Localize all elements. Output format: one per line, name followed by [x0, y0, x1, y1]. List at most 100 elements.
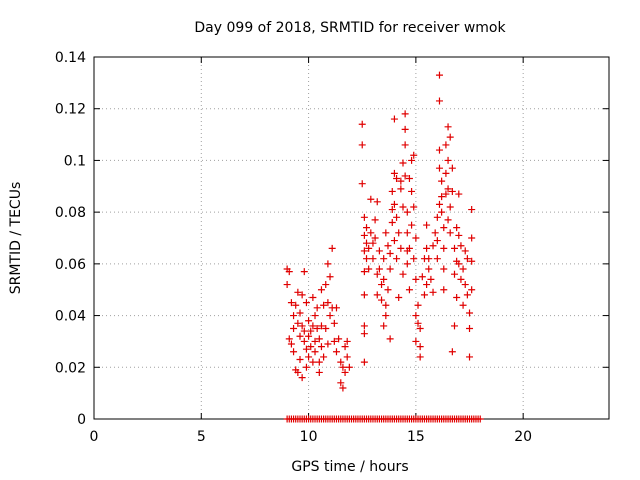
data-point	[433, 237, 441, 245]
data-point	[365, 244, 373, 252]
data-point	[307, 343, 315, 351]
data-point	[390, 115, 398, 123]
data-point	[283, 281, 291, 289]
data-point	[438, 177, 446, 185]
data-point	[390, 200, 398, 208]
data-point	[360, 358, 368, 366]
y-tick-label: 0.14	[55, 50, 86, 66]
data-point	[438, 193, 446, 201]
data-point	[309, 358, 317, 366]
data-point	[395, 293, 403, 301]
x-tick-label: 0	[90, 429, 99, 445]
data-point	[369, 239, 377, 247]
data-point	[378, 281, 386, 289]
data-point	[285, 268, 293, 276]
data-point	[455, 231, 463, 239]
data-point	[401, 172, 409, 180]
data-point	[367, 229, 375, 237]
data-point	[459, 265, 467, 273]
data-point	[468, 234, 476, 242]
data-point	[337, 358, 345, 366]
data-point	[339, 363, 347, 371]
data-point	[300, 268, 308, 276]
data-point	[309, 322, 317, 330]
data-point	[416, 343, 424, 351]
data-point	[459, 301, 467, 309]
data-point	[390, 237, 398, 245]
data-point	[444, 123, 452, 131]
data-point	[373, 270, 381, 278]
data-point	[444, 185, 452, 193]
data-point	[335, 335, 343, 343]
data-point	[429, 288, 437, 296]
data-point	[468, 257, 476, 265]
data-point	[461, 281, 469, 289]
data-point	[296, 309, 304, 317]
data-point	[433, 213, 441, 221]
y-tick-label: 0.06	[55, 257, 86, 273]
data-point	[360, 322, 368, 330]
data-point	[339, 384, 347, 392]
data-point	[390, 169, 398, 177]
data-point	[435, 164, 443, 172]
data-point	[330, 319, 338, 327]
x-tick-label: 15	[407, 429, 425, 445]
data-point	[463, 291, 471, 299]
data-point	[427, 275, 435, 283]
data-point	[315, 335, 323, 343]
data-point	[330, 337, 338, 345]
data-point	[395, 229, 403, 237]
data-point	[435, 146, 443, 154]
data-point	[397, 185, 405, 193]
data-point	[403, 229, 411, 237]
data-point	[322, 325, 330, 332]
data-point	[405, 286, 413, 294]
data-point	[287, 299, 295, 307]
data-point	[446, 203, 454, 211]
plot-frame	[93, 56, 610, 420]
data-point	[358, 141, 366, 149]
data-point	[382, 301, 390, 309]
y-axis-title: SRMTID / TECUs	[8, 182, 24, 295]
data-point	[307, 327, 315, 335]
data-point	[285, 335, 293, 343]
grid-lines	[94, 57, 609, 419]
data-point	[360, 291, 368, 299]
data-point	[311, 337, 319, 345]
data-point	[363, 239, 371, 247]
data-point	[298, 291, 306, 299]
data-point	[332, 304, 340, 312]
data-point	[393, 255, 401, 263]
data-point	[360, 330, 368, 338]
data-point	[296, 356, 304, 364]
data-point	[468, 206, 476, 214]
data-point	[401, 110, 409, 118]
data-point	[408, 221, 416, 229]
data-point	[326, 312, 334, 320]
data-points	[283, 71, 484, 423]
data-point	[416, 325, 424, 332]
data-point	[416, 353, 424, 361]
data-point	[365, 265, 373, 273]
data-point	[380, 255, 388, 263]
data-point	[313, 304, 321, 312]
data-point	[345, 363, 353, 371]
data-point	[317, 286, 325, 294]
y-tick-label: 0.1	[64, 153, 86, 169]
data-point	[328, 244, 336, 252]
x-axis-title: GPS time / hours	[291, 459, 408, 475]
data-point	[320, 353, 328, 361]
data-point	[371, 216, 379, 224]
data-point	[320, 301, 328, 309]
data-point	[444, 156, 452, 164]
data-point	[317, 343, 325, 351]
data-point	[457, 275, 465, 283]
data-point	[410, 203, 418, 211]
data-point	[440, 265, 448, 273]
data-point	[455, 260, 463, 268]
data-point	[476, 415, 484, 423]
data-point	[410, 151, 418, 159]
data-point	[423, 281, 431, 289]
y-tick-label: 0.04	[55, 309, 86, 325]
data-point	[397, 244, 405, 252]
